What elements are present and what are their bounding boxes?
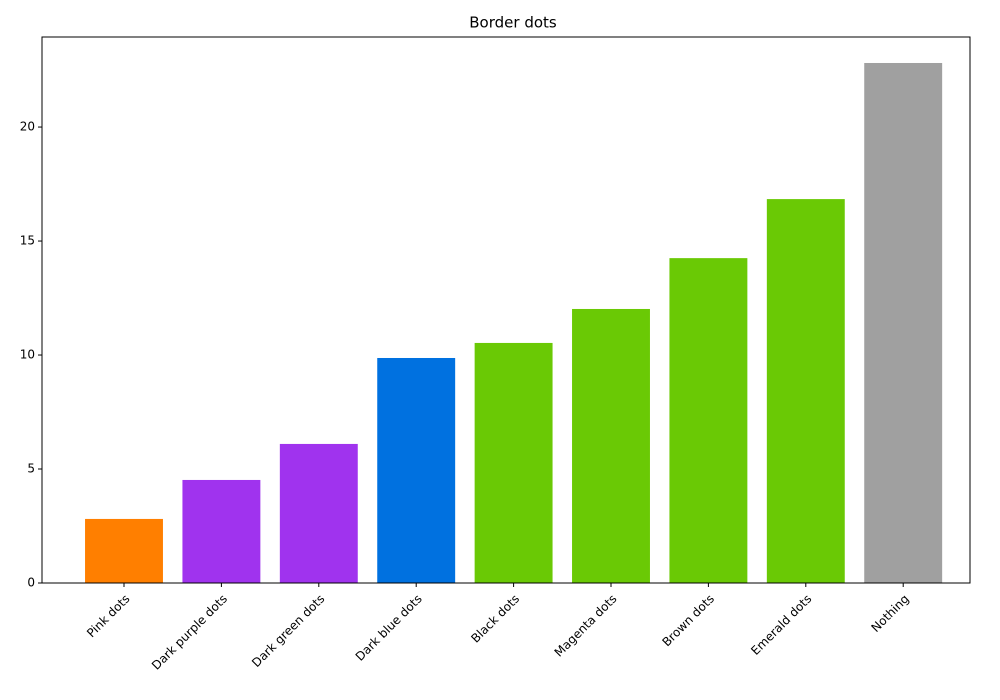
bar	[864, 62, 943, 584]
y-tick-label: 15	[20, 234, 35, 248]
y-tick-label: 10	[20, 348, 35, 362]
x-tick-label: Nothing	[869, 592, 912, 635]
plot-frame	[41, 36, 971, 584]
y-tick-label: 0	[27, 576, 35, 590]
bar	[474, 342, 553, 583]
y-tick-label: 20	[20, 120, 35, 134]
x-tick-label: Dark green dots	[249, 592, 327, 670]
y-tick-label: 5	[27, 462, 35, 476]
x-tick-label: Dark blue dots	[353, 592, 425, 664]
x-tick-label: Black dots	[468, 592, 522, 646]
bar	[766, 199, 845, 583]
x-tick-label: Pink dots	[84, 592, 133, 641]
bar	[279, 443, 358, 583]
bar	[182, 479, 261, 583]
bar	[85, 518, 163, 583]
bar	[572, 308, 650, 583]
bar	[377, 357, 456, 583]
x-tick-label: Emerald dots	[748, 592, 814, 658]
x-tick-label: Dark purple dots	[149, 592, 230, 673]
x-tick-label: Magenta dots	[552, 592, 620, 660]
x-tick-label: Brown dots	[659, 592, 717, 650]
bar	[669, 258, 748, 583]
chart-title: Border dots	[469, 14, 557, 32]
